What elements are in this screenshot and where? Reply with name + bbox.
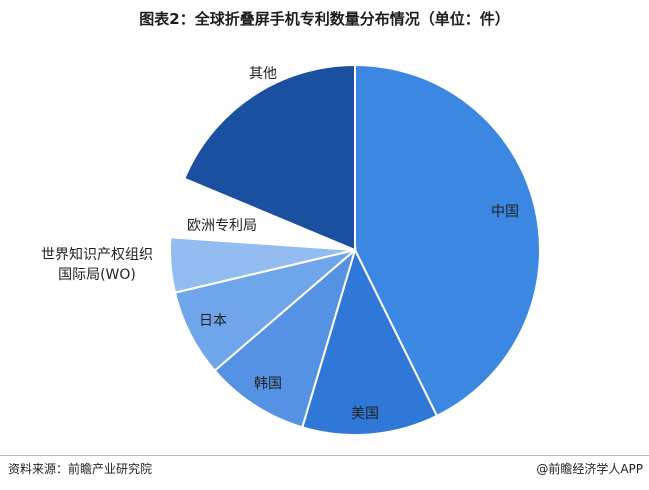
slice-label: 韩国 [254,376,282,392]
footer-rule [0,455,649,456]
brand: @前瞻经济学人APP [536,462,643,476]
chart-title: 图表2：全球折叠屏手机专利数量分布情况（单位：件） [139,10,510,28]
slice-label: 其他 [249,66,277,82]
slice-label: 日本 [199,313,227,329]
pie-slice [301,247,439,436]
source: 资料来源：前瞻产业研究院 [8,462,153,476]
slice-label: 美国 [351,406,379,422]
pie-slice [213,247,357,429]
slice-label: 欧洲专利局 [187,218,257,234]
pie-slice [182,63,356,252]
slice-label: 中国 [491,204,519,220]
slice-label: 世界知识产权组织国际局(WO) [41,247,153,283]
pie-slice [354,63,541,418]
